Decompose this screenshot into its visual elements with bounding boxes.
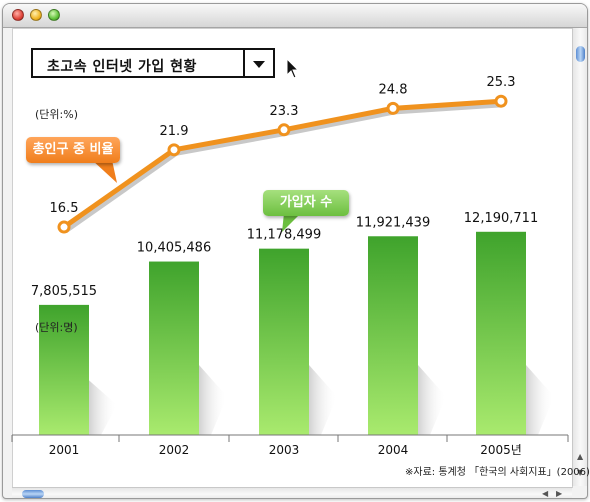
bar-value-label: 7,805,515 xyxy=(31,284,97,299)
bar-shadow xyxy=(526,365,554,435)
bar-shadow xyxy=(418,365,446,435)
bar xyxy=(149,261,199,435)
line-value-label: 23.3 xyxy=(270,104,299,119)
horizontal-scrollbar[interactable]: ◀ ▶ xyxy=(12,487,572,498)
scroll-up-arrow-icon[interactable]: ▲ xyxy=(577,452,584,461)
bar-series-callout: 가입자 수 xyxy=(263,190,349,216)
line-point xyxy=(494,94,508,108)
line-series-callout: 총인구 중 비율 xyxy=(26,137,120,163)
bar xyxy=(39,304,89,435)
bar-shadow xyxy=(309,365,337,435)
bar-shadow xyxy=(89,380,117,435)
bar-unit-label: (단위:명) xyxy=(35,321,78,334)
line-unit-label: (단위:%) xyxy=(35,108,78,121)
bar-value-label: 11,921,439 xyxy=(356,215,430,230)
mouse-cursor-icon xyxy=(286,58,300,79)
dropdown-selected-value: 초고속 인터넷 가입 현황 xyxy=(47,59,197,75)
x-tick-label: 2003 xyxy=(269,443,300,457)
line-point xyxy=(277,123,291,137)
line-point xyxy=(167,143,181,157)
zoom-button[interactable] xyxy=(48,9,60,21)
source-note: ※자료: 통계청 「한국의 사회지표」(2006) xyxy=(405,467,590,478)
scroll-right-arrow-icon[interactable]: ▶ xyxy=(556,489,563,498)
bar-value-label: 10,405,486 xyxy=(137,241,211,256)
line-point xyxy=(386,101,400,115)
bar-callout-pointer xyxy=(282,213,301,232)
x-tick-label: 2002 xyxy=(159,443,190,457)
bar-value-label: 12,190,711 xyxy=(464,211,538,226)
line-value-label: 25.3 xyxy=(487,75,516,90)
vertical-scrollbar[interactable]: ▲ ▼ xyxy=(572,28,587,486)
title-bar xyxy=(3,4,587,28)
horizontal-scroll-thumb[interactable] xyxy=(22,490,44,498)
line-value-label: 21.9 xyxy=(160,124,189,139)
line-value-label: 24.8 xyxy=(379,82,408,97)
close-button[interactable] xyxy=(12,9,24,21)
x-tick-label: 2004 xyxy=(378,443,409,457)
minimize-button[interactable] xyxy=(30,9,42,21)
bar-value-label: 11,178,499 xyxy=(247,228,321,243)
scroll-down-arrow-icon[interactable]: ▼ xyxy=(577,468,584,477)
bar-shadow xyxy=(199,365,227,435)
line-point xyxy=(57,220,71,234)
vertical-scroll-thumb[interactable] xyxy=(576,46,585,62)
dropdown-arrow-icon[interactable] xyxy=(243,50,273,76)
line-value-label: 16.5 xyxy=(50,201,79,216)
bar xyxy=(259,248,309,435)
scroll-left-arrow-icon[interactable]: ◀ xyxy=(542,489,549,498)
bar xyxy=(476,231,526,435)
bar xyxy=(368,236,418,435)
x-tick-label: 2001 xyxy=(49,443,80,457)
line-callout-pointer xyxy=(92,160,117,183)
x-tick-label: 2005년 xyxy=(480,443,522,457)
chart-selector-dropdown[interactable]: 초고속 인터넷 가입 현황 xyxy=(31,48,275,78)
